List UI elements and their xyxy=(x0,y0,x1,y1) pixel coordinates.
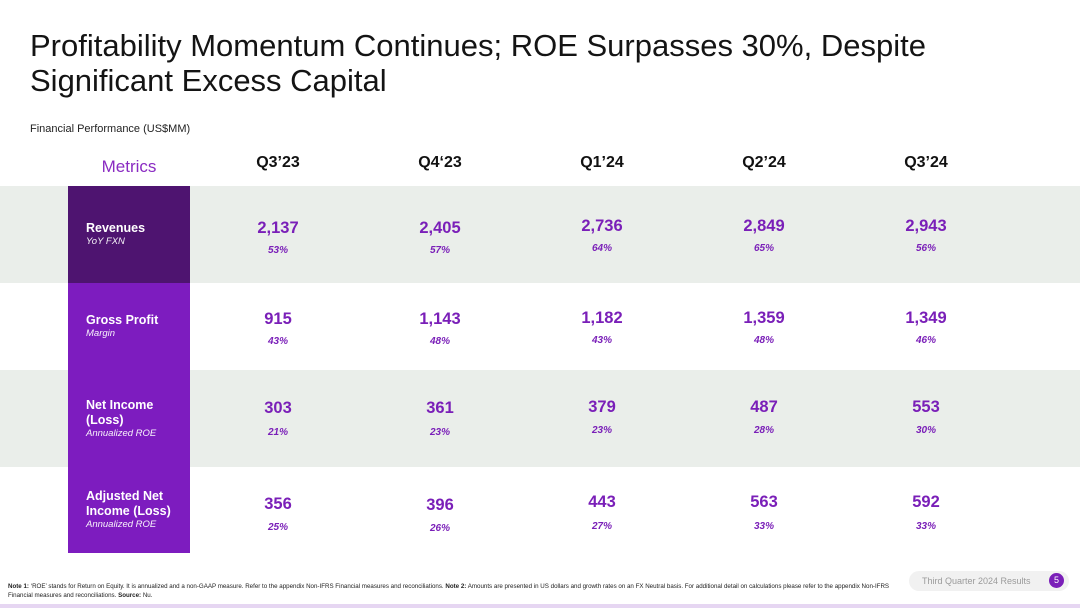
table-subtitle: Financial Performance (US$MM) xyxy=(30,123,191,135)
column-header-q3-23: Q3’23 xyxy=(256,154,300,171)
metric-subtitle: Annualized ROE xyxy=(86,427,157,439)
value-cell: 1,349 xyxy=(905,309,947,327)
value-cell: 379 xyxy=(588,398,616,416)
table-header-row: Metrics Q3’23 Q4‘23 Q1’24 Q2’24 Q3’24 xyxy=(0,150,1080,186)
percent-cell: 27% xyxy=(591,521,612,532)
percent-cell: 48% xyxy=(429,336,450,347)
value-cell: 553 xyxy=(912,398,940,416)
percent-cell: 48% xyxy=(753,335,774,346)
percent-cell: 53% xyxy=(267,245,288,256)
footer-pill xyxy=(909,571,1069,591)
value-cell: 487 xyxy=(750,398,778,416)
percent-cell: 23% xyxy=(429,427,450,438)
value-cell: 443 xyxy=(588,493,616,511)
table-row: Revenues YoY FXN 2,137 53% 2,405 57% 2,7… xyxy=(0,186,1080,283)
percent-cell: 21% xyxy=(267,427,288,438)
metrics-column-header: Metrics xyxy=(101,157,157,176)
value-cell: 303 xyxy=(264,399,292,417)
metric-subtitle: Margin xyxy=(86,328,116,339)
value-cell: 361 xyxy=(426,399,454,417)
percent-cell: 57% xyxy=(429,245,450,256)
percent-cell: 46% xyxy=(915,335,936,346)
value-cell: 1,143 xyxy=(419,310,461,328)
percent-cell: 33% xyxy=(915,521,936,532)
bottom-accent-line xyxy=(0,604,1080,608)
metric-label-cell: Adjusted Net Income (Loss) Annualized RO… xyxy=(68,467,190,553)
percent-cell: 65% xyxy=(753,243,774,254)
percent-cell: 64% xyxy=(591,243,612,254)
value-cell: 2,943 xyxy=(905,217,947,235)
column-header-q1-24: Q1’24 xyxy=(580,154,624,171)
value-cell: 915 xyxy=(264,310,292,328)
percent-cell: 43% xyxy=(591,335,612,346)
table-row: Gross Profit Margin 915 43% 1,143 48% 1,… xyxy=(0,283,1080,370)
column-header-q2-24: Q2’24 xyxy=(742,154,786,171)
page-title: Profitability Momentum Continues; ROE Su… xyxy=(30,28,926,98)
note2-text: Amounts are presented in US dollars and … xyxy=(8,583,890,599)
metric-name: Adjusted Net Income (Loss) xyxy=(86,489,171,518)
value-cell: 2,405 xyxy=(419,219,461,237)
metric-label-cell: Gross Profit Margin xyxy=(68,283,190,370)
financial-performance-table: Metrics Q3’23 Q4‘23 Q1’24 Q2’24 Q3’24 Re… xyxy=(0,150,1080,555)
percent-cell: 33% xyxy=(753,521,774,532)
value-cell: 2,849 xyxy=(743,217,785,235)
percent-cell: 26% xyxy=(429,523,450,534)
value-cell: 563 xyxy=(750,493,778,511)
percent-cell: 23% xyxy=(591,425,612,436)
column-header-q3-24: Q3’24 xyxy=(904,154,948,171)
value-cell: 2,736 xyxy=(581,217,623,235)
percent-cell: 25% xyxy=(267,522,288,533)
metric-subtitle: YoY FXN xyxy=(86,236,125,247)
metric-label-cell: Net Income (Loss) Annualized ROE xyxy=(68,370,190,467)
metric-name: Revenues xyxy=(86,221,146,235)
value-cell: 396 xyxy=(426,496,454,514)
source-label: Source: xyxy=(118,591,142,599)
value-cell: 592 xyxy=(912,493,940,511)
metric-name: Gross Profit xyxy=(86,313,159,327)
column-header-q4-23: Q4‘23 xyxy=(418,154,462,171)
footnote: Note 1: ‘ROE’ stands for Return on Equit… xyxy=(8,583,908,600)
footer-label: Third Quarter 2024 Results xyxy=(922,576,1031,586)
table-row: Net Income (Loss) Annualized ROE 303 21%… xyxy=(0,370,1080,467)
value-cell: 356 xyxy=(264,495,292,513)
note1-text: ‘ROE’ stands for Return on Equity. It is… xyxy=(28,583,446,590)
percent-cell: 56% xyxy=(915,243,936,254)
percent-cell: 43% xyxy=(267,336,288,347)
metric-subtitle: Annualized ROE xyxy=(86,519,157,530)
table-row: Adjusted Net Income (Loss) Annualized RO… xyxy=(0,467,1080,555)
metric-label-cell: Revenues YoY FXN xyxy=(68,186,190,283)
page-number-badge: 5 xyxy=(1049,573,1064,588)
percent-cell: 30% xyxy=(915,425,936,436)
percent-cell: 28% xyxy=(753,425,774,436)
value-cell: 2,137 xyxy=(257,219,299,237)
value-cell: 1,359 xyxy=(743,309,785,327)
note1-label: Note 1: xyxy=(8,583,29,590)
note2-label: Note 2: xyxy=(445,583,467,590)
source-text: Nu. xyxy=(141,591,153,599)
metric-name: Net Income (Loss) xyxy=(86,397,154,427)
value-cell: 1,182 xyxy=(581,309,623,327)
